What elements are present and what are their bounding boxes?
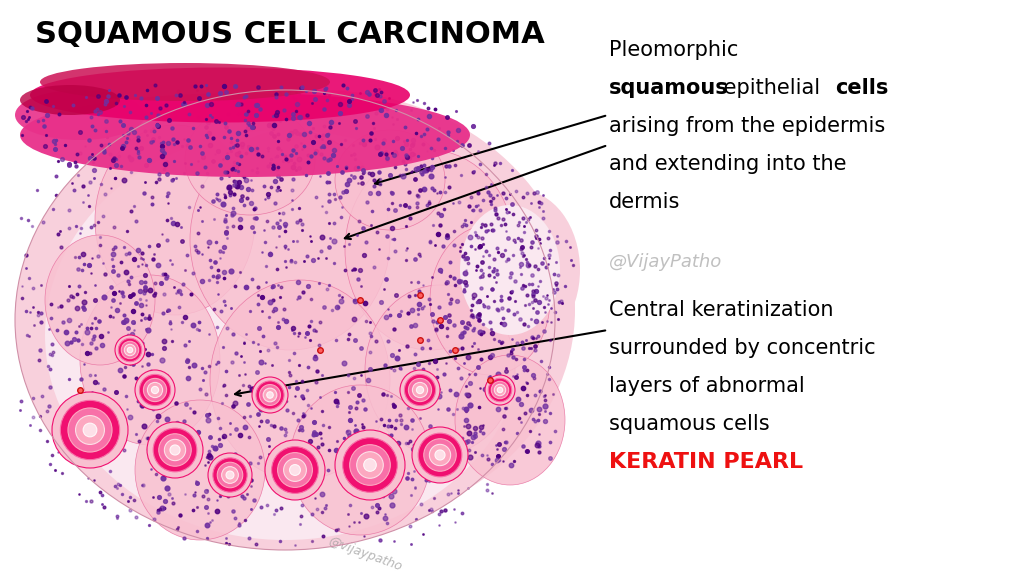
- Ellipse shape: [290, 385, 430, 535]
- Circle shape: [498, 387, 503, 393]
- Circle shape: [159, 434, 191, 466]
- Circle shape: [335, 430, 406, 500]
- Ellipse shape: [430, 225, 550, 375]
- Text: KERATIN PEARL: KERATIN PEARL: [609, 452, 804, 472]
- Circle shape: [424, 439, 457, 471]
- Circle shape: [259, 385, 281, 406]
- Circle shape: [52, 392, 128, 468]
- Circle shape: [263, 388, 276, 402]
- Circle shape: [121, 342, 138, 359]
- Ellipse shape: [455, 355, 565, 485]
- Ellipse shape: [30, 67, 410, 123]
- Circle shape: [76, 415, 104, 445]
- Ellipse shape: [135, 400, 265, 540]
- Text: layers of abnormal: layers of abnormal: [609, 376, 805, 396]
- Text: surrounded by concentric: surrounded by concentric: [609, 338, 876, 358]
- Circle shape: [356, 452, 383, 478]
- Circle shape: [343, 438, 397, 492]
- Circle shape: [213, 458, 247, 492]
- Circle shape: [265, 440, 325, 500]
- Circle shape: [127, 347, 133, 353]
- Circle shape: [413, 382, 428, 397]
- Ellipse shape: [20, 85, 120, 115]
- Circle shape: [170, 445, 180, 455]
- Text: dermis: dermis: [609, 192, 681, 213]
- Ellipse shape: [40, 63, 330, 101]
- Circle shape: [418, 433, 462, 477]
- Circle shape: [143, 378, 167, 401]
- Circle shape: [139, 374, 171, 406]
- Ellipse shape: [80, 275, 220, 445]
- Circle shape: [488, 378, 512, 401]
- Ellipse shape: [345, 150, 515, 350]
- Circle shape: [115, 335, 145, 365]
- Ellipse shape: [15, 90, 555, 550]
- Ellipse shape: [20, 93, 470, 177]
- Ellipse shape: [95, 125, 255, 315]
- Text: squamous cells: squamous cells: [609, 414, 770, 434]
- Ellipse shape: [460, 190, 580, 350]
- Ellipse shape: [210, 280, 390, 480]
- Text: @VijayPatho: @VijayPatho: [609, 253, 723, 271]
- Circle shape: [267, 392, 273, 398]
- Text: SQUAMOUS CELL CARCINOMA: SQUAMOUS CELL CARCINOMA: [35, 20, 545, 49]
- Text: and extending into the: and extending into the: [609, 154, 847, 175]
- Ellipse shape: [365, 285, 515, 455]
- Circle shape: [208, 453, 252, 497]
- Circle shape: [409, 378, 431, 401]
- Circle shape: [495, 384, 506, 396]
- Circle shape: [290, 465, 300, 475]
- Text: Pleomorphic: Pleomorphic: [609, 40, 738, 60]
- Ellipse shape: [65, 90, 575, 530]
- Circle shape: [417, 386, 424, 393]
- Circle shape: [350, 445, 390, 486]
- Circle shape: [252, 377, 288, 413]
- Circle shape: [435, 450, 445, 460]
- Circle shape: [429, 444, 451, 465]
- Circle shape: [217, 462, 243, 488]
- Ellipse shape: [460, 205, 560, 335]
- Text: squamous: squamous: [609, 78, 729, 98]
- Circle shape: [284, 458, 306, 482]
- Circle shape: [256, 381, 284, 409]
- Circle shape: [154, 428, 197, 472]
- Circle shape: [60, 400, 120, 460]
- Circle shape: [485, 375, 515, 405]
- Text: arising from the epidermis: arising from the epidermis: [609, 116, 886, 137]
- Ellipse shape: [45, 235, 155, 365]
- Ellipse shape: [185, 105, 315, 215]
- Circle shape: [124, 344, 136, 356]
- Text: cells: cells: [836, 78, 889, 98]
- Circle shape: [492, 381, 509, 399]
- Circle shape: [152, 386, 159, 393]
- Circle shape: [404, 374, 435, 406]
- Circle shape: [165, 439, 185, 461]
- Circle shape: [271, 446, 318, 494]
- Ellipse shape: [335, 130, 445, 230]
- Circle shape: [147, 382, 163, 397]
- Circle shape: [412, 427, 468, 483]
- Circle shape: [119, 338, 141, 362]
- Text: @vijaypatho: @vijaypatho: [327, 535, 403, 574]
- Text: Central keratinization: Central keratinization: [609, 300, 834, 320]
- Circle shape: [226, 471, 233, 479]
- Circle shape: [83, 423, 97, 437]
- Circle shape: [278, 453, 312, 487]
- Circle shape: [68, 408, 112, 452]
- Ellipse shape: [190, 130, 390, 350]
- Text: epithelial: epithelial: [717, 78, 827, 98]
- Circle shape: [147, 422, 203, 478]
- Circle shape: [400, 370, 440, 410]
- Circle shape: [221, 467, 239, 483]
- Ellipse shape: [15, 90, 145, 140]
- Circle shape: [364, 458, 376, 471]
- Ellipse shape: [45, 130, 525, 540]
- Circle shape: [135, 370, 175, 410]
